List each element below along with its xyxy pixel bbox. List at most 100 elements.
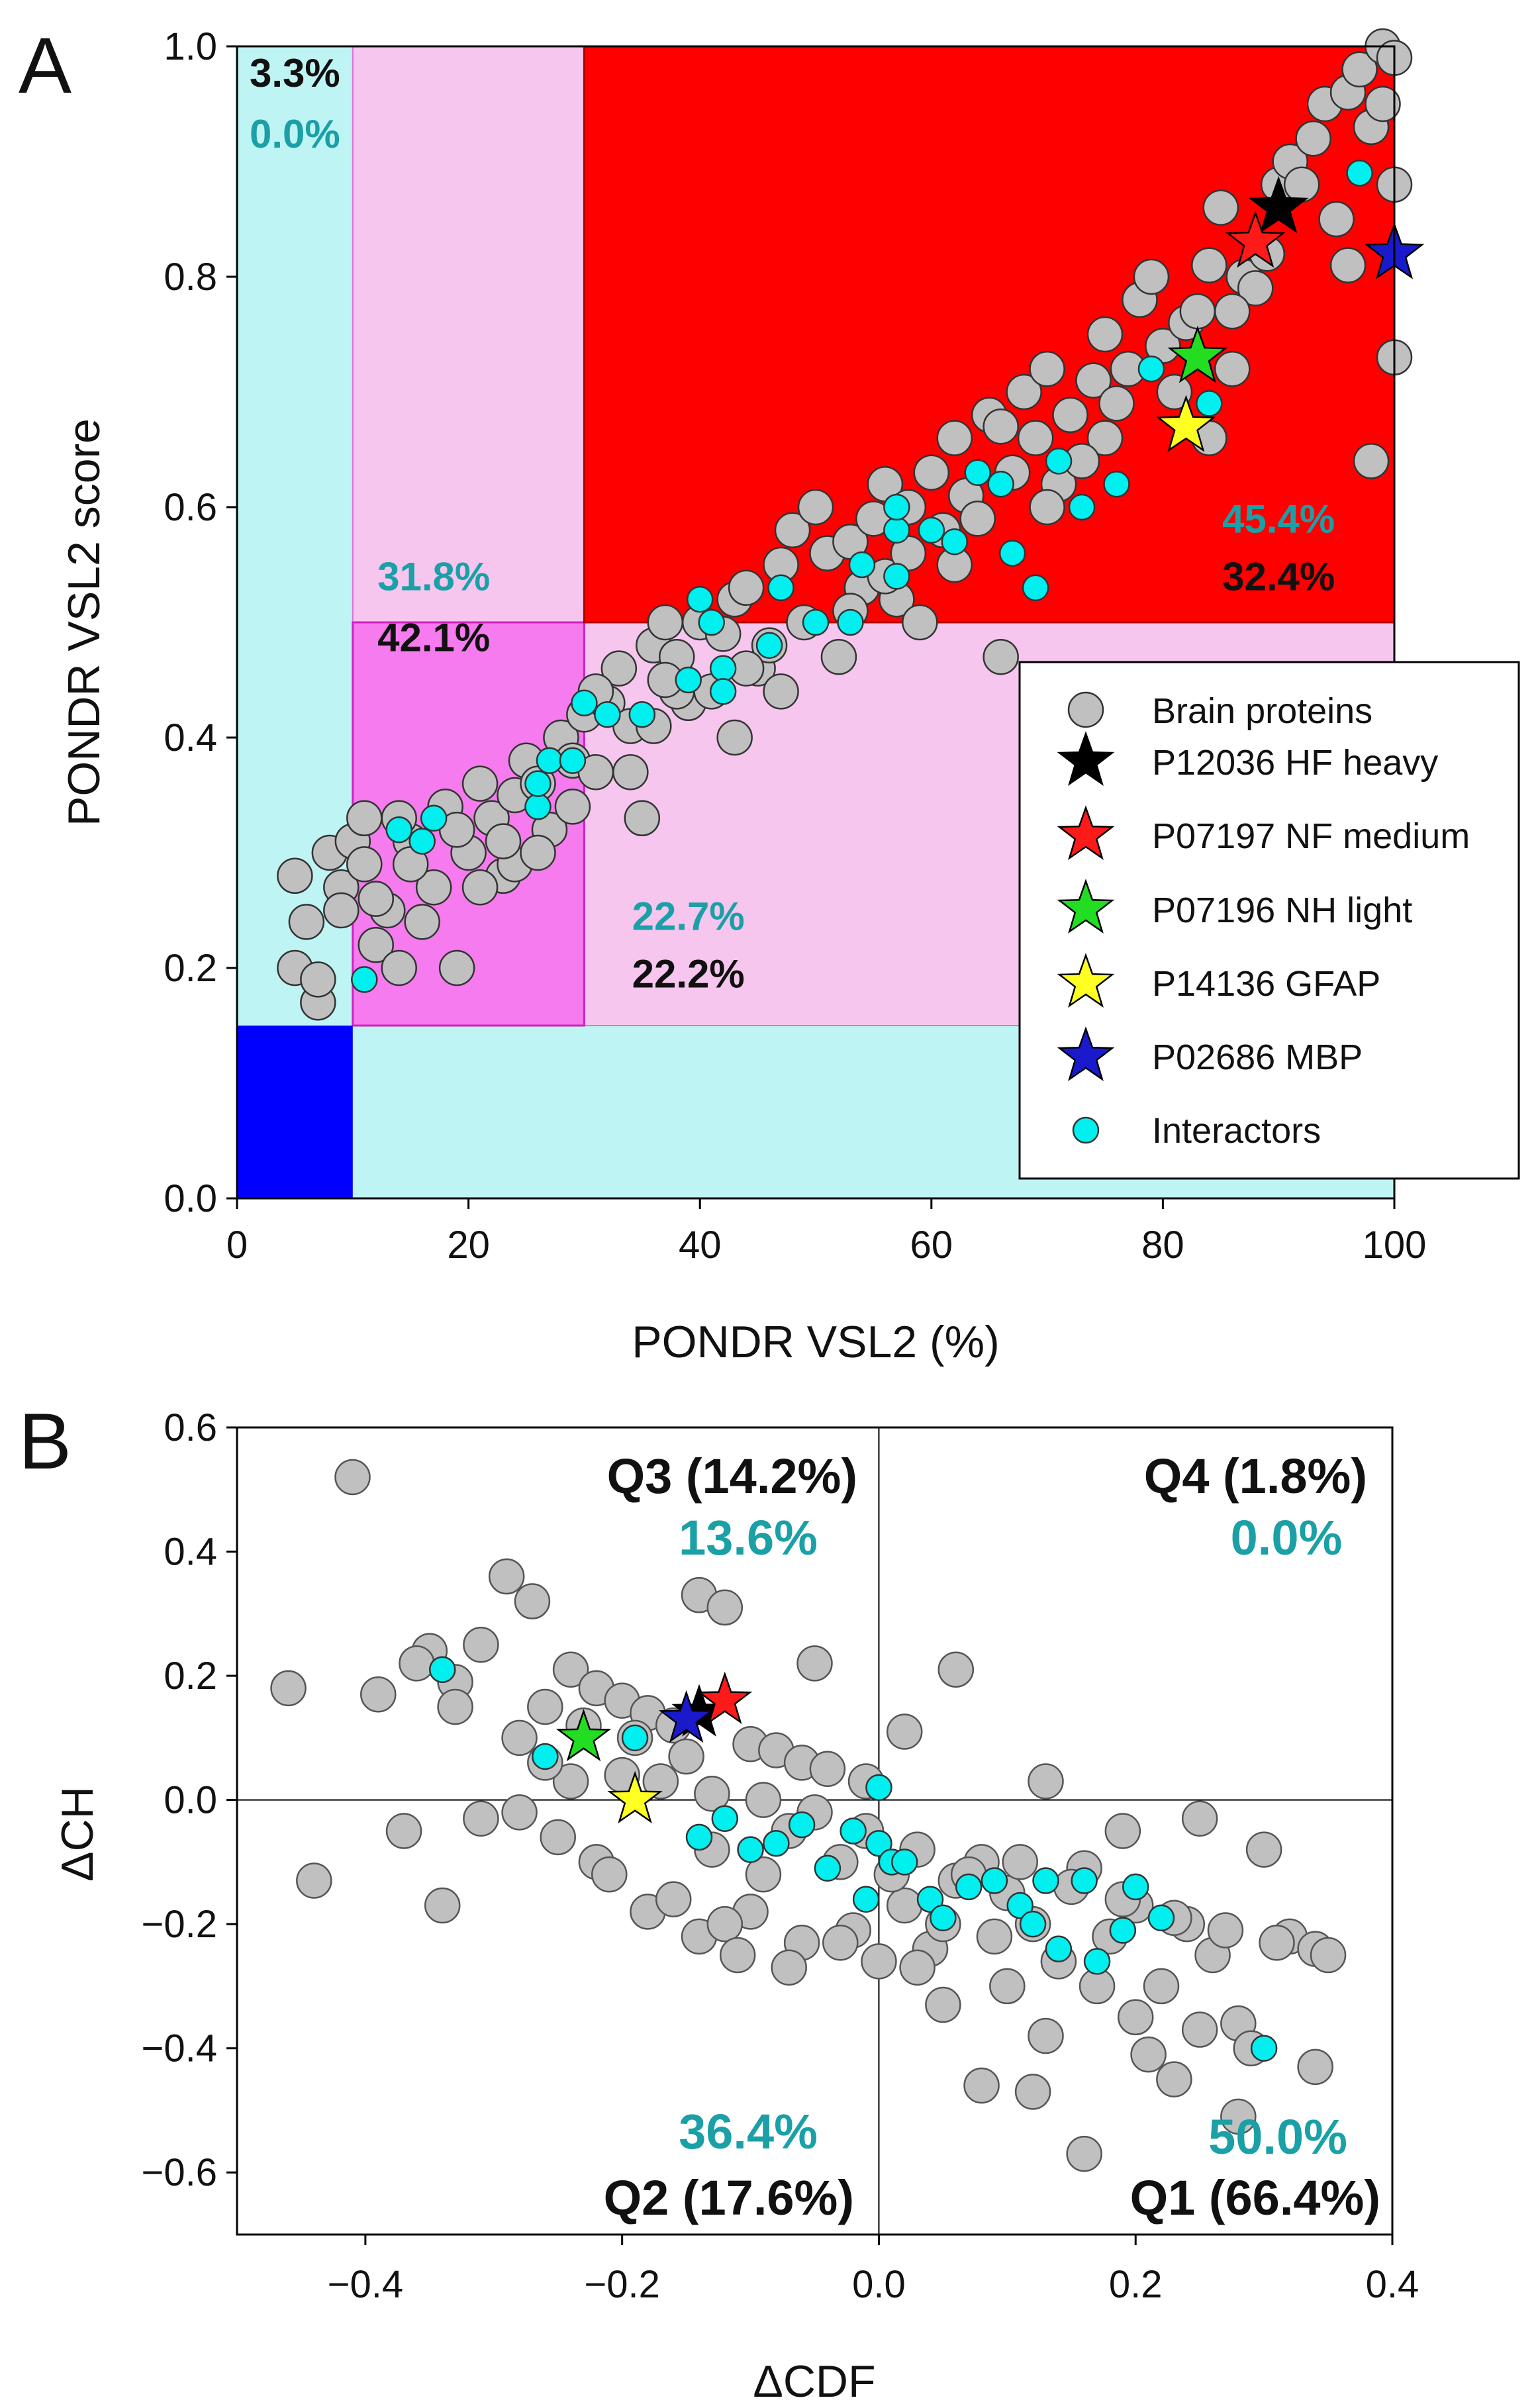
interactor-point [711, 1805, 739, 1832]
interactor-point [840, 1817, 867, 1845]
brain-protein-point [1028, 2017, 1064, 2054]
interactor-point [1346, 160, 1373, 187]
interactor-point [1122, 1873, 1149, 1901]
interactor-point [814, 1854, 841, 1882]
interactor-point [763, 1830, 790, 1857]
plot-frame [236, 45, 1396, 1200]
x-tick-label: 0.0 [852, 2263, 906, 2306]
brain-protein-point [501, 1794, 538, 1831]
quadrant-q1-label: Q1 (66.4%) [1130, 2170, 1380, 2225]
brain-protein-point [1297, 2048, 1333, 2086]
interactor-point [955, 1873, 983, 1901]
interactor-point [987, 470, 1014, 498]
interactor-point [1103, 470, 1130, 498]
brain-protein-point [976, 1918, 1013, 1955]
brain-protein-point [861, 1943, 897, 1980]
brain-protein-point [1086, 316, 1124, 353]
y-tick-label: 0.4 [164, 716, 217, 759]
x-tick-label: 0.2 [1109, 2263, 1163, 2306]
y-tick-label: 0.2 [164, 947, 217, 990]
brain-protein-point [1179, 293, 1216, 330]
brain-protein-point [1029, 489, 1065, 526]
interactor-point [998, 540, 1026, 567]
brain-protein-point [270, 1670, 307, 1707]
brain-protein-point [728, 569, 765, 606]
legend-label-gfap: P14136 GFAP [1152, 964, 1380, 1004]
brain-protein-point [1156, 2061, 1192, 2097]
interactor-point [930, 1904, 957, 1932]
brain-protein-point [1295, 120, 1331, 157]
interactor-point [385, 816, 412, 843]
brain-protein-point [1104, 1813, 1141, 1849]
interactor-point [698, 608, 725, 636]
brain-protein-point [385, 1813, 422, 1849]
brain-protein-point [902, 604, 938, 641]
brain-protein-point [1214, 350, 1251, 387]
data-point-layer [270, 1459, 1347, 2172]
brain-protein-point [989, 1968, 1026, 2005]
interactor-point [767, 574, 794, 602]
region-percentage-label: 0.0% [250, 112, 340, 156]
brain-protein-point [719, 1937, 756, 1974]
interactor-point [709, 678, 737, 705]
x-tick-label: 20 [447, 1224, 490, 1267]
x-tick-label: 40 [679, 1224, 722, 1267]
x-tick-label: −0.4 [328, 2263, 404, 2306]
brain-protein-point [527, 1688, 563, 1725]
interactor-point [686, 585, 714, 613]
y-tick-label: 0.8 [164, 256, 217, 299]
brain-protein-point [1006, 373, 1042, 410]
brain-protein-point [1310, 1937, 1347, 1974]
brain-protein-point [1028, 1763, 1064, 1800]
brain-protein-point [461, 869, 499, 906]
x-tick-label: 100 [1363, 1224, 1427, 1267]
brain-protein-point [771, 1949, 807, 1986]
brain-protein-point [936, 420, 973, 456]
brain-protein-point [1214, 293, 1251, 330]
brain-protein-point [1259, 1925, 1295, 1961]
brain-protein-point [822, 1925, 859, 1961]
quadrant-q3-interactors: 13.6% [679, 1510, 818, 1565]
x-tick-label: 0 [226, 1224, 248, 1267]
interactor-point [737, 1836, 764, 1863]
brain-protein-point [612, 753, 649, 791]
y-tick-label: 1.0 [164, 25, 217, 68]
interactor-point [1250, 2035, 1278, 2062]
interactor-point [1109, 1917, 1137, 1944]
legend-label-hf-heavy: P12036 HF heavy [1152, 743, 1438, 783]
interactor-point [941, 528, 969, 555]
brain-protein-point [346, 846, 383, 883]
interactor-point [883, 563, 910, 590]
interactor-point [675, 666, 702, 694]
interactor-point [524, 770, 552, 797]
quadrant-q2-label: Q2 (17.6%) [604, 2170, 854, 2225]
brain-protein-point [399, 1645, 435, 1682]
brain-protein-point [1191, 247, 1227, 283]
brain-protein-point [1052, 397, 1088, 434]
x-tick-label: 60 [910, 1224, 953, 1267]
legend-marker-p12036-hf-heavy [1057, 731, 1115, 787]
brain-protein-point [358, 926, 395, 963]
y-tick-label: 0.6 [164, 1406, 217, 1449]
interactor-point [1045, 1935, 1073, 1962]
brain-protein-point [488, 1558, 525, 1595]
interactor-point [788, 1811, 816, 1839]
brain-protein-point [404, 904, 440, 940]
star-p14136-gfap [607, 1770, 663, 1824]
brain-protein-point [1181, 2011, 1218, 2048]
brain-protein-point [820, 638, 857, 675]
brain-protein-point [706, 1905, 744, 1943]
interactor-point [524, 793, 552, 820]
brain-protein-point [959, 501, 996, 537]
quadrant-q4-label: Q4 (1.8%) [1144, 1449, 1367, 1504]
interactor-point [621, 1724, 649, 1752]
brain-protein-point [647, 604, 684, 641]
brain-protein-point [1156, 373, 1193, 410]
interactor-point [536, 747, 563, 775]
brain-protein-point [520, 834, 556, 871]
brain-protein-point [296, 1862, 332, 1899]
x-axis-title: ΔCDF [753, 2356, 875, 2407]
interactor-point [685, 1823, 713, 1851]
brain-protein-point [745, 1782, 782, 1818]
brain-protein-point [655, 1881, 692, 1917]
